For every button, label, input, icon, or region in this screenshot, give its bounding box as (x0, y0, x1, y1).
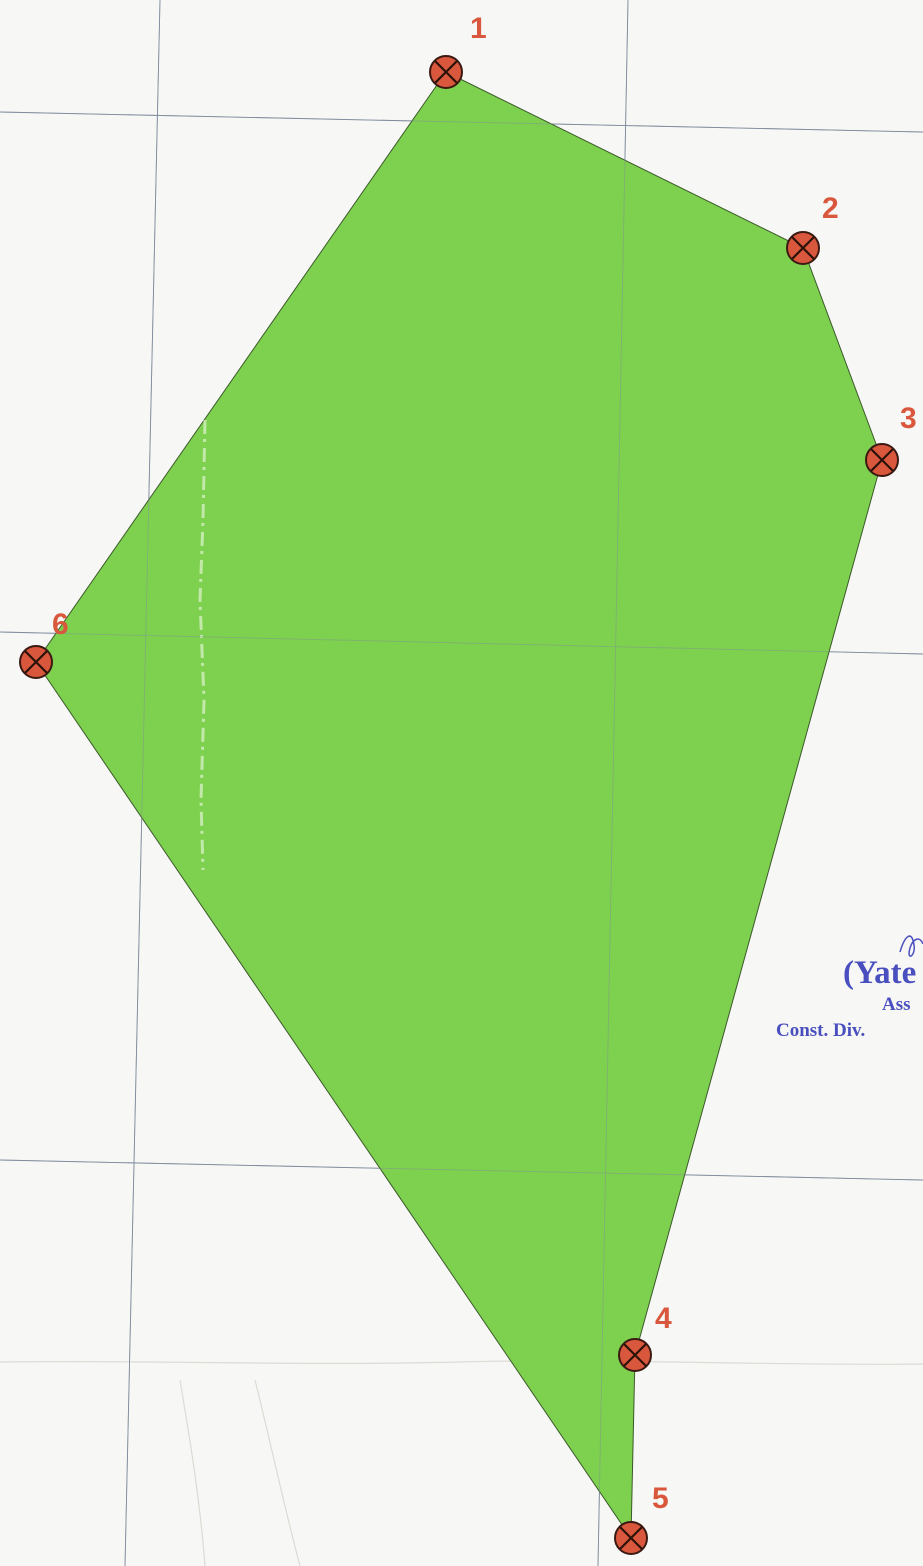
stamp-division: Const. Div. (776, 1020, 865, 1041)
point-marker-4[interactable] (618, 1338, 652, 1372)
point-label-6: 6 (52, 608, 69, 641)
point-marker-5[interactable] (614, 1521, 648, 1555)
land-parcel-polygon (35, 71, 883, 1540)
point-label-4: 4 (655, 1302, 672, 1335)
point-label-2: 2 (822, 192, 839, 225)
stamp-designation: Ass (882, 994, 911, 1015)
stamp-officer-name: (Yate (843, 955, 916, 991)
point-marker-1[interactable] (429, 55, 463, 89)
point-label-3: 3 (900, 402, 917, 435)
point-label-5: 5 (652, 1482, 669, 1515)
paper-creases (0, 1360, 923, 1566)
point-marker-3[interactable] (865, 443, 899, 477)
fold-crease (198, 419, 207, 871)
official-stamp: (Yate Ass Const. Div. (776, 935, 923, 1041)
point-marker-6[interactable] (19, 645, 53, 679)
signature-mark (899, 935, 923, 957)
point-label-1: 1 (470, 12, 487, 45)
point-marker-2[interactable] (786, 231, 820, 265)
